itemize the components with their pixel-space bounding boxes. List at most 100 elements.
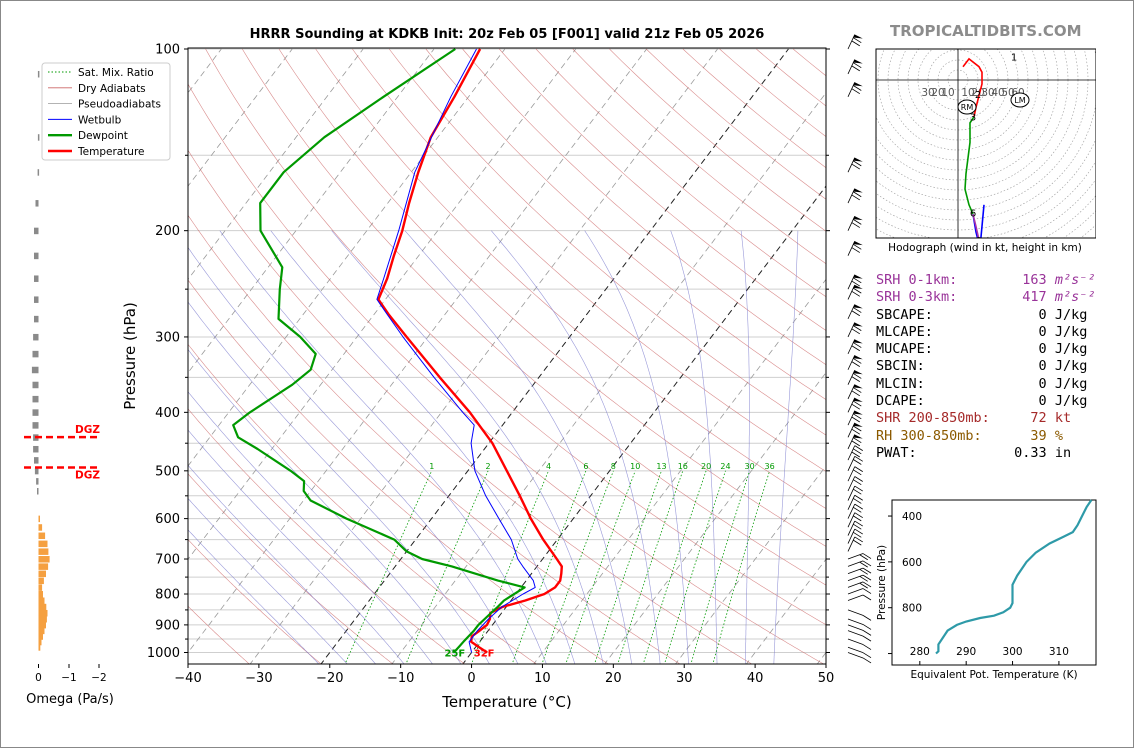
wind-barb xyxy=(847,503,863,519)
parameter-row: SBCAPE: 0 J/kg xyxy=(876,307,1095,324)
hodograph-ring-label: 40 xyxy=(991,87,1004,99)
hodograph-ring-label: 20 xyxy=(931,87,944,99)
hodograph-height-label: 6 xyxy=(970,209,976,220)
wind-barb xyxy=(847,157,863,173)
wind-barb-staff xyxy=(847,581,864,588)
parameter-label: SBCIN: xyxy=(876,358,998,375)
wind-barb-flag xyxy=(854,476,863,482)
omega-bar xyxy=(36,478,39,485)
x-tick-label: −40 xyxy=(174,671,201,686)
wind-barb-pennant xyxy=(853,304,863,309)
hodograph-height-label: 1 xyxy=(1011,53,1017,64)
wind-barb-flag xyxy=(853,287,862,294)
wind-barb-staff xyxy=(847,503,856,519)
wind-barb-flag xyxy=(854,455,863,462)
isotherm-line xyxy=(462,185,826,664)
wind-barb-staff xyxy=(847,466,856,482)
parameter-value: 0 xyxy=(997,358,1047,375)
hodograph-ring xyxy=(1080,224,1096,238)
theta-e-x-tick-label: 290 xyxy=(956,646,976,658)
y-tick-label: 300 xyxy=(155,330,180,345)
omega-bar xyxy=(34,252,39,260)
parameter-label: SHR 200-850mb: xyxy=(876,410,998,427)
wind-barb-flag xyxy=(859,575,868,582)
wind-barb-staff xyxy=(847,520,856,536)
wind-barb-pennant xyxy=(853,434,863,439)
hodograph-segment xyxy=(962,57,983,117)
wind-barb xyxy=(847,370,863,385)
isotherm-line xyxy=(249,48,718,664)
parameter-value: 0 xyxy=(997,341,1047,358)
wind-barb-flag xyxy=(851,403,860,410)
parameter-unit: J/kg xyxy=(1046,306,1088,323)
storm-motion-marker xyxy=(957,99,977,115)
wind-barb-flag xyxy=(854,536,863,543)
pseudoadiabat xyxy=(670,230,718,664)
hodograph-ring xyxy=(876,49,1096,221)
omega-bar xyxy=(38,638,42,646)
y-tick-label: 100 xyxy=(155,43,180,58)
dry-adiabat xyxy=(462,48,826,366)
isotherm-line xyxy=(391,92,826,664)
wind-barb-flag xyxy=(853,459,862,465)
wind-barb xyxy=(847,528,863,544)
wind-barb xyxy=(847,274,863,290)
omega-bar xyxy=(38,597,45,604)
mixing-ratio-label: 6 xyxy=(583,462,588,471)
mixing-ratio-label: 10 xyxy=(630,462,640,471)
x-tick-label: 50 xyxy=(818,671,835,686)
wind-barb-pennant xyxy=(853,216,863,221)
omega-bar xyxy=(38,515,40,523)
wind-barb-flag xyxy=(853,358,862,364)
wind-barb-staff xyxy=(847,495,856,510)
theta-e-chart: 280 290 300 310 400 600 800 Equivalent Pot. Tem… xyxy=(876,499,1097,681)
wind-barb-staff xyxy=(847,624,864,631)
mixing-ratio-line xyxy=(617,470,684,664)
x-tick-label: −10 xyxy=(387,671,414,686)
parameter-value: 0 xyxy=(997,306,1047,323)
wind-barb-flag xyxy=(854,466,863,472)
wind-barb-pennant xyxy=(853,34,863,39)
isotherm-line xyxy=(0,49,9,665)
wind-barb xyxy=(847,630,872,642)
dry-adiabat xyxy=(188,149,753,664)
wind-barb-staff xyxy=(847,588,864,595)
wind-barb-flag xyxy=(862,567,872,574)
parameter-label: SRH 0-1km: xyxy=(876,272,998,288)
omega-bar xyxy=(38,556,50,563)
wind-barb xyxy=(847,618,872,630)
parameter-unit: in xyxy=(1046,444,1072,461)
mixing-ratio-line xyxy=(471,470,549,664)
legend-entry: Sat. Mix. Ratio xyxy=(78,67,154,79)
series-wetbulb xyxy=(376,48,536,653)
hodograph-ring-label: 30 xyxy=(981,87,994,99)
parameter-value: 0 xyxy=(997,393,1047,410)
wind-barb-pennant xyxy=(853,322,863,327)
x-tick-label: 30 xyxy=(676,671,693,686)
wind-barb-flag xyxy=(853,373,862,379)
wind-barb-pennant xyxy=(853,370,863,375)
wind-barb-staff xyxy=(847,618,864,625)
legend-entry: Wetbulb xyxy=(78,114,122,126)
wind-barb xyxy=(847,410,863,426)
hodograph-ring xyxy=(876,160,1096,238)
dry-adiabat xyxy=(188,539,322,664)
mixing-ratio-line xyxy=(511,470,587,664)
isotherm-line xyxy=(188,48,293,187)
theta-e-x-label: Equivalent Pot. Temperature (K) xyxy=(910,669,1077,681)
wind-barb-pennant xyxy=(853,422,863,427)
omega-bar xyxy=(34,315,39,323)
legend-entry: Temperature xyxy=(77,146,145,158)
wind-barb-flag xyxy=(851,247,860,253)
wind-barb-flag xyxy=(853,85,862,91)
wind-barb-flag xyxy=(853,277,862,284)
wind-barb xyxy=(847,560,872,568)
wind-barb-flag xyxy=(853,219,862,225)
pseudoadiabat xyxy=(404,230,633,664)
dry-adiabat xyxy=(188,408,466,664)
y-tick-label: 700 xyxy=(155,553,180,568)
wind-barb-flag xyxy=(853,539,862,546)
parameter-label: MUCAPE: xyxy=(876,341,998,358)
wind-barb-flag xyxy=(853,387,862,393)
